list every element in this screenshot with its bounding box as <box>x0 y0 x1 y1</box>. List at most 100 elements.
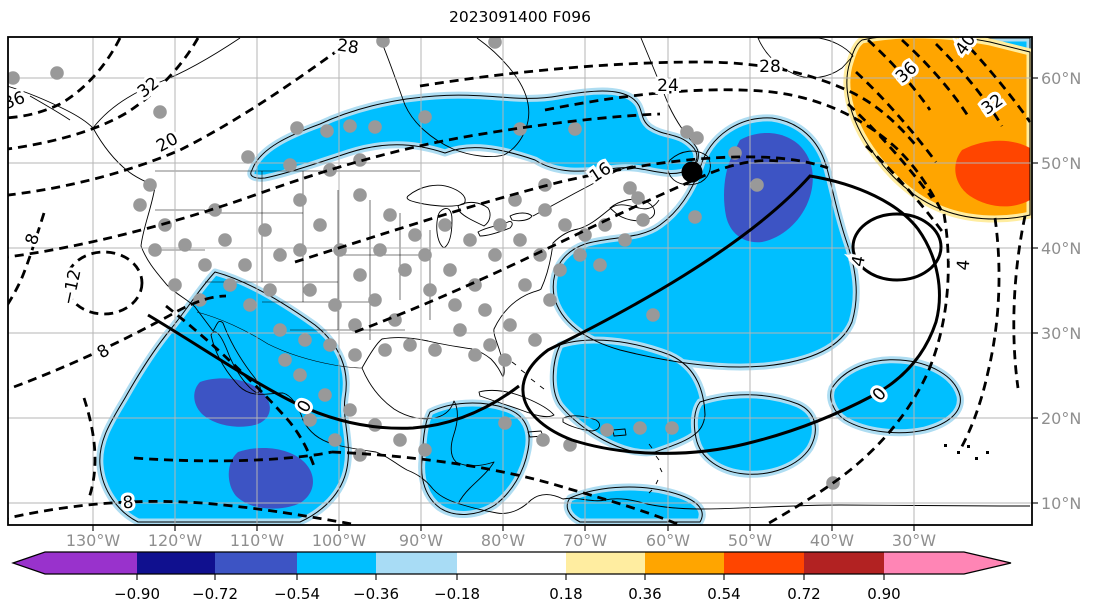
coastline-mexico-gulfside <box>361 367 495 505</box>
station-dot <box>218 233 232 247</box>
colorbar-segment <box>137 552 215 574</box>
station-dot <box>636 213 650 227</box>
station-dot <box>263 283 277 297</box>
lake-superior <box>406 184 466 207</box>
coastline-newfoundland <box>667 150 711 186</box>
x-tick-label: 120°W <box>148 531 203 550</box>
station-dot <box>168 278 182 292</box>
colorbar-tick-label: −0.54 <box>274 585 320 603</box>
negative-core-baja-2 <box>228 448 313 509</box>
y-tick-label: 60°N <box>1041 69 1081 88</box>
contour-label: 4 <box>954 259 975 272</box>
station-dot <box>443 263 457 277</box>
station-dot <box>343 403 357 417</box>
station-dot <box>568 122 582 136</box>
station-dot <box>278 353 292 367</box>
map-border <box>7 36 1033 526</box>
station-dot <box>498 353 512 367</box>
station-dot <box>428 343 442 357</box>
plot-title: 2023091400 F096 <box>449 8 591 26</box>
station-dot <box>518 278 532 292</box>
station-dot <box>513 122 527 136</box>
coastline-labrador <box>640 37 699 167</box>
contour-label: 28 <box>336 36 360 59</box>
station-dot <box>623 181 637 195</box>
station-dot <box>273 248 287 262</box>
station-dot <box>193 293 207 307</box>
colorbar-segment <box>566 552 645 574</box>
coastline-nova-scotia <box>609 198 655 222</box>
coastline-hispaniola <box>562 415 600 432</box>
station-dot <box>468 348 482 362</box>
storm-center-dot <box>681 161 703 183</box>
station-dot <box>418 443 432 457</box>
station-dot <box>348 318 362 332</box>
station-dot <box>558 218 572 232</box>
station-dot <box>368 293 382 307</box>
station-dot <box>223 278 237 292</box>
station-dot <box>646 308 660 322</box>
x-tick-label: 40°W <box>810 531 854 550</box>
colorbar-tick-label: 0.72 <box>787 585 820 603</box>
station-dot <box>353 268 367 282</box>
bahamas-islands <box>511 361 545 390</box>
station-dot <box>418 248 432 262</box>
station-dot <box>158 218 172 232</box>
station-dot <box>750 178 764 192</box>
station-dot <box>313 218 327 232</box>
colorbar-segment <box>376 552 457 574</box>
y-tick-label: 10°N <box>1041 494 1081 513</box>
coastline-gulf-eastcoast <box>361 199 660 378</box>
station-dot <box>293 193 307 207</box>
negative-core-baja-1 <box>194 378 270 427</box>
station-dot <box>208 203 222 217</box>
station-dot <box>388 313 402 327</box>
station-dot <box>133 198 147 212</box>
station-dot <box>283 158 297 172</box>
x-tick-label: 50°W <box>728 531 772 550</box>
station-dot <box>241 150 255 164</box>
station-dot <box>600 423 614 437</box>
x-tick-label: 130°W <box>66 531 121 550</box>
station-dot <box>50 66 64 80</box>
station-dot <box>290 121 304 135</box>
x-tick-label: 110°W <box>230 531 285 550</box>
x-axis-tick-labels: 130°W 120°W 110°W 100°W 90°W 80°W 70°W 60°W 50°W… <box>66 525 936 550</box>
y-tick-label: 30°N <box>1041 324 1081 343</box>
colorbar-segment <box>724 552 804 574</box>
station-dot <box>538 203 552 217</box>
x-tick-label: 30°W <box>892 531 936 550</box>
station-dot <box>323 338 337 352</box>
station-dot <box>198 258 212 272</box>
zero-contour-mexico <box>147 313 520 430</box>
y-tick-label: 50°N <box>1041 154 1081 173</box>
station-dot <box>633 421 647 435</box>
station-dot <box>328 298 342 312</box>
contour-label: 28 <box>759 57 781 77</box>
station-dot <box>303 283 317 297</box>
y-axis-tick-labels: 60°N 50°N 40°N 30°N 20°N 10°N <box>1032 69 1081 513</box>
station-dot <box>488 37 502 49</box>
station-dot <box>303 413 317 427</box>
station-dot <box>493 218 507 232</box>
colorbar-segment <box>645 552 724 574</box>
station-dot <box>423 283 437 297</box>
station-dot <box>573 248 587 262</box>
station-dot <box>376 37 390 48</box>
station-dot <box>298 333 312 347</box>
solid-contours <box>147 174 943 455</box>
station-dot <box>178 238 192 252</box>
colorbar: −0.90 −0.72 −0.54 −0.36 −0.18 0.18 0.36 0.54 0.7… <box>11 551 1012 603</box>
station-dot <box>680 125 694 139</box>
station-dot <box>408 228 422 242</box>
station-dot <box>503 318 517 332</box>
station-dot <box>488 248 502 262</box>
station-dot <box>631 191 645 205</box>
lake-huron <box>457 201 491 227</box>
station-dot <box>543 293 557 307</box>
station-dot <box>293 368 307 382</box>
station-dot <box>328 433 342 447</box>
station-dot <box>348 348 362 362</box>
